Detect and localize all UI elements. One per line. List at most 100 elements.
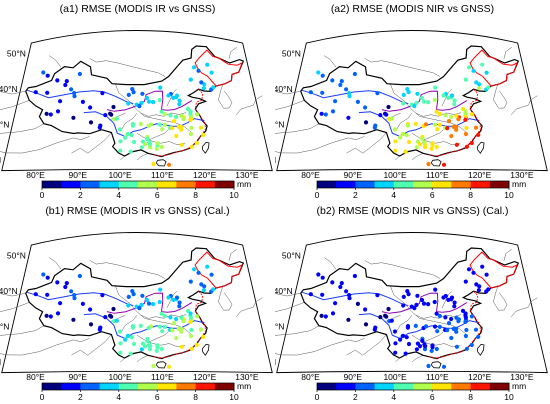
station-marker — [45, 73, 50, 78]
station-marker — [454, 113, 459, 118]
station-marker — [412, 104, 417, 109]
station-marker — [130, 123, 135, 128]
station-marker — [435, 329, 440, 334]
province-border — [415, 314, 462, 319]
station-marker — [88, 120, 94, 125]
station-marker — [162, 122, 167, 127]
station-marker — [144, 297, 150, 303]
province-border — [434, 321, 468, 336]
station-marker — [471, 68, 476, 73]
station-marker — [157, 324, 163, 329]
station-marker — [333, 99, 338, 104]
station-marker — [209, 70, 214, 75]
station-marker — [386, 104, 391, 110]
station-marker — [446, 95, 451, 100]
panel-b2: 50°N 40°N 30°N 20°N 80°E 90°E 100°E 110°E 120°E 1… — [275, 202, 550, 404]
longitude-label: 110°E — [426, 372, 449, 382]
hainan-outline — [155, 159, 167, 167]
colorbar-segment — [393, 383, 414, 390]
station-marker — [420, 338, 425, 343]
coastal-boundary — [428, 290, 482, 359]
station-marker — [171, 95, 176, 100]
division-line — [301, 89, 409, 105]
neighbor-border — [136, 355, 149, 363]
panel-title-a1: (a1) RMSE (MODIS IR vs GNSS) — [59, 3, 216, 15]
station-marker — [344, 87, 349, 92]
station-marker — [201, 132, 206, 137]
longitude-label: 90°E — [69, 372, 88, 382]
station-marker — [347, 91, 352, 96]
station-marker — [426, 302, 431, 307]
station-marker — [194, 314, 199, 319]
station-marker — [474, 282, 479, 287]
longitude-label: 100°E — [383, 372, 407, 382]
station-marker — [140, 293, 145, 298]
station-marker — [320, 275, 325, 280]
station-marker — [463, 279, 468, 284]
station-marker — [347, 296, 352, 301]
station-marker — [151, 100, 156, 105]
hainan-outline — [430, 361, 442, 369]
station-marker — [154, 146, 159, 151]
station-marker — [80, 301, 85, 306]
station-marker — [445, 126, 450, 131]
station-marker — [471, 270, 476, 275]
station-marker — [128, 149, 133, 154]
station-marker — [476, 288, 481, 293]
station-marker — [363, 120, 369, 125]
station-marker — [98, 123, 103, 128]
station-marker — [323, 112, 328, 117]
map-a1: 50°N 40°N 30°N 20°N 80°E 90°E 100°E 110°E 120°E 1… — [0, 30, 273, 200]
station-marker — [179, 315, 184, 320]
station-marker — [403, 149, 408, 154]
colorbar-segment — [214, 181, 235, 188]
station-marker — [446, 297, 451, 302]
station-marker — [63, 82, 68, 88]
station-marker — [430, 141, 435, 146]
station-marker — [188, 319, 193, 324]
station-marker — [72, 296, 77, 301]
neighbor-border — [364, 58, 441, 77]
colorbar-segment — [138, 181, 158, 188]
station-marker — [420, 136, 425, 141]
station-marker — [375, 293, 380, 298]
station-marker — [432, 122, 438, 127]
station-marker — [460, 106, 466, 111]
neighbor-border — [411, 355, 424, 363]
station-marker — [131, 139, 137, 145]
station-marker — [419, 95, 425, 101]
station-marker — [168, 315, 173, 320]
station-marker — [174, 335, 179, 341]
province-border — [411, 133, 461, 146]
neighbor-border — [218, 83, 233, 109]
station-marker — [148, 324, 154, 329]
longitude-label: 80°E — [301, 372, 320, 382]
station-marker — [414, 100, 419, 105]
colorbar-tick-label: 10 — [229, 190, 239, 200]
station-marker — [413, 323, 418, 328]
station-marker — [456, 319, 461, 324]
station-marker — [77, 71, 82, 77]
station-marker — [352, 71, 357, 77]
latitude-label: 30°N — [0, 120, 9, 130]
colorbar-segment — [489, 181, 510, 188]
neighbor-border — [0, 100, 30, 111]
station-marker — [426, 161, 431, 167]
station-marker — [401, 333, 406, 338]
station-marker — [177, 304, 182, 309]
station-marker — [44, 111, 49, 116]
longitude-label: 120°E — [193, 372, 217, 382]
station-marker — [430, 343, 435, 348]
station-marker — [452, 102, 457, 107]
station-marker — [189, 346, 194, 351]
station-marker — [441, 364, 447, 369]
yellow-river — [381, 90, 468, 112]
station-marker — [55, 280, 60, 285]
station-marker — [194, 112, 199, 117]
neighbor-border — [0, 292, 26, 297]
map-layers — [275, 45, 538, 167]
station-marker — [401, 294, 406, 299]
colorbar-frame — [316, 180, 510, 189]
station-marker — [181, 117, 186, 122]
station-marker — [177, 300, 182, 305]
